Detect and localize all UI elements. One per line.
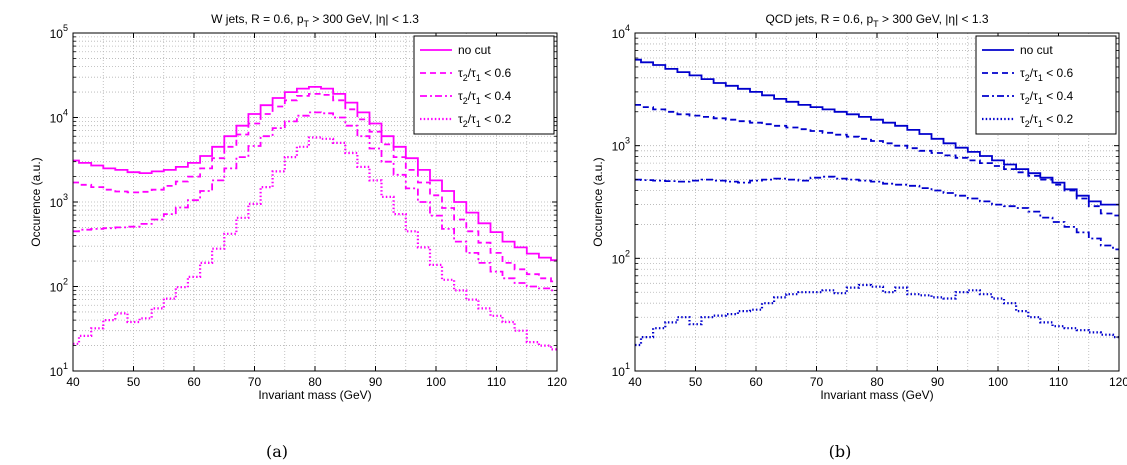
x-tick-label: 70	[248, 375, 262, 389]
series-line-3	[635, 283, 1119, 347]
x-tick-label: 90	[931, 375, 945, 389]
x-tick-label: 120	[547, 375, 567, 389]
y-tick-label: 104	[612, 23, 630, 41]
y-tick-label: 105	[50, 23, 68, 41]
panel-caption: (a)	[266, 442, 288, 461]
legend-label: no cut	[1020, 43, 1053, 57]
series-line-2	[635, 175, 1119, 251]
legend-label: τ2/τ1 < 0.2	[1020, 112, 1074, 129]
x-tick-label: 120	[1109, 375, 1127, 389]
x-tick-label: 40	[66, 375, 80, 389]
legend-label: τ2/τ1 < 0.6	[458, 66, 512, 83]
chart-title: W jets, R = 0.6, pT > 300 GeV, |η| < 1.3	[211, 12, 419, 29]
x-tick-label: 50	[127, 375, 141, 389]
y-tick-label: 101	[612, 361, 630, 379]
y-tick-label: 103	[612, 136, 630, 154]
legend-box	[413, 35, 555, 135]
y-axis-label: Occurence (a.u.)	[591, 157, 605, 246]
y-tick-label: 101	[50, 361, 68, 379]
panel-a: 40 50 60 70 80 90 100 110 120 101 102 103 104 105 W je…	[29, 12, 567, 461]
legend: no cut τ2/τ1 < 0.6 τ2/τ1 < 0.4 τ2/τ1 < 0.2	[413, 35, 555, 135]
chart-title: QCD jets, R = 0.6, pT > 300 GeV, |η| < 1…	[765, 12, 988, 29]
legend: no cut τ2/τ1 < 0.6 τ2/τ1 < 0.4 τ2/τ1 < 0.2	[975, 35, 1117, 135]
x-tick-label: 100	[988, 375, 1008, 389]
x-tick-label: 80	[870, 375, 884, 389]
x-tick-label: 70	[810, 375, 824, 389]
y-tick-label: 104	[50, 108, 68, 126]
legend-box	[975, 35, 1117, 135]
series-line-0	[635, 58, 1119, 206]
panel-b: 40 50 60 70 80 90 100 110 120 101 102 103 104 QCD jet…	[591, 12, 1127, 461]
legend-label: τ2/τ1 < 0.2	[458, 112, 512, 129]
x-tick-label: 90	[369, 375, 383, 389]
panel-caption: (b)	[829, 442, 852, 461]
x-tick-label: 110	[487, 375, 506, 389]
grid	[73, 33, 557, 371]
x-tick-label: 80	[308, 375, 322, 389]
x-tick-label: 40	[628, 375, 642, 389]
x-tick-label: 60	[749, 375, 763, 389]
x-axis-label: Invariant mass (GeV)	[258, 388, 371, 402]
series-line-1	[73, 93, 557, 283]
x-tick-label: 50	[689, 375, 703, 389]
series-line-2	[73, 111, 557, 292]
y-tick-label: 102	[612, 248, 630, 266]
y-axis-label: Occurence (a.u.)	[29, 157, 43, 246]
legend-label: τ2/τ1 < 0.4	[1020, 89, 1074, 106]
x-tick-label: 60	[187, 375, 201, 389]
x-tick-label: 110	[1049, 375, 1068, 389]
legend-label: τ2/τ1 < 0.4	[458, 89, 512, 106]
x-tick-label: 100	[426, 375, 446, 389]
y-tick-label: 102	[50, 277, 68, 295]
series-line-1	[635, 104, 1119, 217]
legend-label: τ2/τ1 < 0.6	[1020, 66, 1074, 83]
y-tick-label: 103	[50, 192, 68, 210]
x-axis-label: Invariant mass (GeV)	[820, 388, 933, 402]
legend-label: no cut	[458, 43, 491, 57]
series-line-0	[73, 86, 557, 262]
series-line-3	[73, 136, 557, 351]
